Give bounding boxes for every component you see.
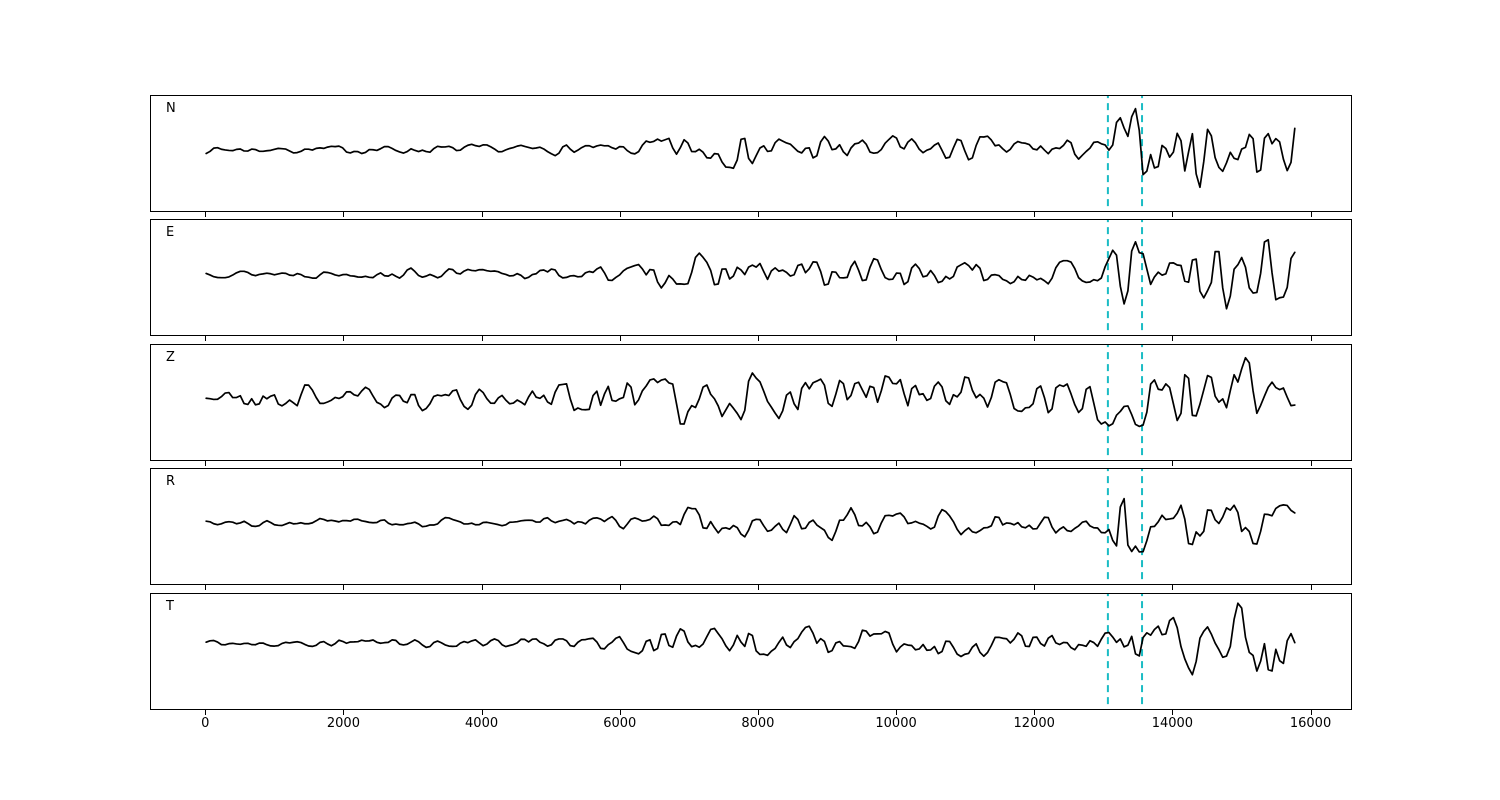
x-tick <box>205 585 207 590</box>
x-tick <box>1034 461 1036 466</box>
x-tick <box>896 585 898 590</box>
x-tick <box>757 585 759 590</box>
panel-E: E <box>150 219 1352 336</box>
x-tick <box>1034 336 1036 341</box>
trace-Z <box>206 358 1295 427</box>
x-tick <box>1310 461 1312 466</box>
x-tick <box>1172 710 1174 715</box>
x-tick <box>619 461 621 466</box>
channel-label-E: E <box>166 225 175 240</box>
channel-label-N: N <box>166 101 176 116</box>
x-tick <box>343 710 345 715</box>
x-tick <box>481 710 483 715</box>
channel-label-T: T <box>166 599 174 614</box>
x-tick <box>343 336 345 341</box>
x-tick <box>896 710 898 715</box>
x-tick <box>1310 710 1312 715</box>
x-tick <box>757 461 759 466</box>
x-tick <box>481 212 483 217</box>
x-tick <box>757 212 759 217</box>
panel-N: N <box>150 95 1352 212</box>
trace-T <box>206 603 1295 674</box>
x-tick <box>343 212 345 217</box>
x-tick <box>619 585 621 590</box>
x-tick <box>757 710 759 715</box>
x-tick <box>205 461 207 466</box>
x-tick <box>481 336 483 341</box>
x-tick <box>896 212 898 217</box>
x-tick-label: 16000 <box>1289 716 1332 731</box>
waveform-plot-T <box>151 594 1351 709</box>
x-tick <box>757 336 759 341</box>
x-tick <box>896 461 898 466</box>
x-tick-label: 10000 <box>875 716 917 731</box>
panel-Z: Z <box>150 344 1352 461</box>
x-tick <box>1034 212 1036 217</box>
x-tick <box>205 212 207 217</box>
x-tick-label: 6000 <box>603 716 637 731</box>
channel-label-R: R <box>166 474 176 489</box>
x-tick <box>896 336 898 341</box>
x-tick <box>1310 336 1312 341</box>
x-tick-label: 0 <box>201 716 210 731</box>
x-tick-label: 12000 <box>1013 716 1055 731</box>
waveform-plot-Z <box>151 345 1351 460</box>
waveform-plot-E <box>151 220 1351 335</box>
x-tick <box>1172 212 1174 217</box>
waveform-plot-R <box>151 469 1351 584</box>
x-tick <box>1034 585 1036 590</box>
x-tick <box>1172 461 1174 466</box>
x-tick <box>1034 710 1036 715</box>
waveform-plot-N <box>151 96 1351 211</box>
x-tick <box>343 585 345 590</box>
x-tick <box>1172 585 1174 590</box>
x-tick <box>205 336 207 341</box>
x-tick-label: 2000 <box>326 716 360 731</box>
x-tick <box>1310 212 1312 217</box>
x-tick <box>1172 336 1174 341</box>
x-tick <box>619 212 621 217</box>
x-tick <box>343 461 345 466</box>
x-tick <box>205 710 207 715</box>
x-tick <box>1310 585 1312 590</box>
x-tick <box>481 585 483 590</box>
trace-N <box>206 109 1295 188</box>
x-tick-label: 4000 <box>465 716 499 731</box>
channel-label-Z: Z <box>166 350 175 365</box>
x-tick <box>481 461 483 466</box>
trace-E <box>206 240 1295 309</box>
x-tick-label: 8000 <box>741 716 775 731</box>
panel-R: R <box>150 468 1352 585</box>
x-tick <box>619 336 621 341</box>
trace-R <box>206 499 1295 552</box>
panel-T: T <box>150 593 1352 710</box>
x-tick <box>619 710 621 715</box>
x-tick-label: 14000 <box>1151 716 1194 731</box>
